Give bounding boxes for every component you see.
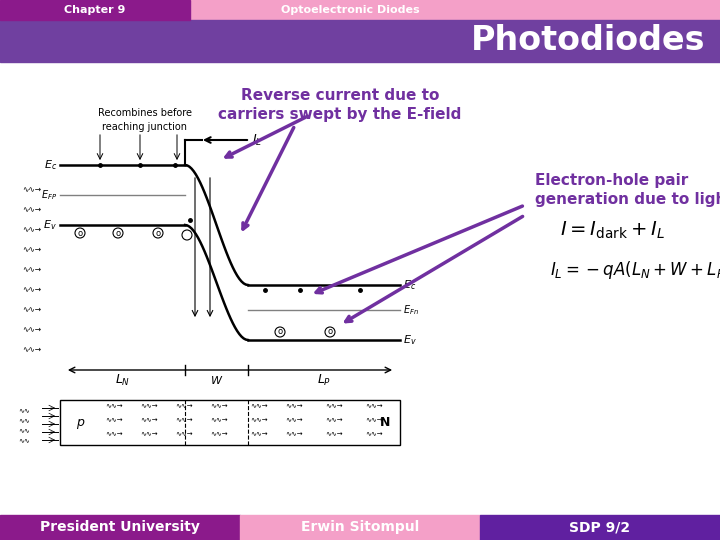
Bar <box>60 400 400 445</box>
Text: ∿∿→: ∿∿→ <box>250 416 268 422</box>
Text: ∿∿→: ∿∿→ <box>140 402 158 408</box>
Text: ∿∿: ∿∿ <box>18 427 30 433</box>
Text: ∿∿→: ∿∿→ <box>22 266 41 274</box>
Bar <box>0 515 240 540</box>
Text: SDP 9/2: SDP 9/2 <box>570 521 631 535</box>
Text: ∿∿→: ∿∿→ <box>22 346 41 354</box>
Bar <box>240 515 480 540</box>
Circle shape <box>325 327 335 337</box>
Text: ∿∿→: ∿∿→ <box>22 206 41 214</box>
Text: N: N <box>380 416 390 429</box>
Text: ∿∿→: ∿∿→ <box>22 306 41 314</box>
Bar <box>0 0 720 20</box>
Text: $I_L$: $I_L$ <box>252 132 262 147</box>
Text: ∿∿: ∿∿ <box>18 417 30 423</box>
Text: $L_N$: $L_N$ <box>115 373 130 388</box>
Text: Recombines before
reaching junction: Recombines before reaching junction <box>98 109 192 132</box>
Text: Chapter 9: Chapter 9 <box>64 5 126 15</box>
Circle shape <box>182 230 192 240</box>
Text: ∿∿→: ∿∿→ <box>140 430 158 436</box>
Text: $E_v$: $E_v$ <box>43 218 57 232</box>
Text: ∿∿→: ∿∿→ <box>210 430 228 436</box>
Text: ∿∿→: ∿∿→ <box>365 402 382 408</box>
Text: Optoelectronic Diodes: Optoelectronic Diodes <box>281 5 419 15</box>
Text: ∿∿→: ∿∿→ <box>105 416 122 422</box>
Text: $I_L = -qA(L_N + W + L_P)G_L$: $I_L = -qA(L_N + W + L_P)G_L$ <box>550 259 720 281</box>
Text: ∿∿→: ∿∿→ <box>105 402 122 408</box>
Text: o: o <box>115 228 120 238</box>
Text: $L_P$: $L_P$ <box>317 373 331 388</box>
Text: $I = I_{\mathrm{dark}} + I_L$: $I = I_{\mathrm{dark}} + I_L$ <box>560 219 665 241</box>
Text: $W$: $W$ <box>210 374 223 386</box>
Text: ∿∿→: ∿∿→ <box>365 416 382 422</box>
Text: Electron-hole pair
generation due to light: Electron-hole pair generation due to lig… <box>535 173 720 207</box>
Text: ∿∿→: ∿∿→ <box>250 402 268 408</box>
Text: ∿∿: ∿∿ <box>18 437 30 443</box>
Text: ∿∿→: ∿∿→ <box>105 430 122 436</box>
Circle shape <box>275 327 285 337</box>
Circle shape <box>75 228 85 238</box>
Text: ∿∿→: ∿∿→ <box>22 226 41 234</box>
Text: ∿∿→: ∿∿→ <box>210 402 228 408</box>
Text: ∿∿→: ∿∿→ <box>210 416 228 422</box>
Circle shape <box>113 228 123 238</box>
Text: President University: President University <box>40 521 200 535</box>
Text: $E_c$: $E_c$ <box>44 158 57 172</box>
Text: o: o <box>328 327 333 336</box>
Text: ∿∿→: ∿∿→ <box>22 286 41 294</box>
Text: ∿∿: ∿∿ <box>18 407 30 413</box>
Text: o: o <box>78 228 83 238</box>
Text: ∿∿→: ∿∿→ <box>325 430 343 436</box>
Bar <box>0 20 720 62</box>
Text: p: p <box>76 416 84 429</box>
Text: ∿∿→: ∿∿→ <box>22 246 41 254</box>
Text: Erwin Sitompul: Erwin Sitompul <box>301 521 419 535</box>
Text: ∿∿→: ∿∿→ <box>175 402 193 408</box>
Text: ∿∿→: ∿∿→ <box>285 416 302 422</box>
Text: o: o <box>156 228 161 238</box>
Text: Reverse current due to
carriers swept by the E-field: Reverse current due to carriers swept by… <box>218 88 462 122</box>
Text: ∿∿→: ∿∿→ <box>140 416 158 422</box>
Text: ∿∿→: ∿∿→ <box>175 416 193 422</box>
Text: ∿∿→: ∿∿→ <box>175 430 193 436</box>
Text: ∿∿→: ∿∿→ <box>22 326 41 334</box>
Bar <box>0 62 720 515</box>
Text: ∿∿→: ∿∿→ <box>325 402 343 408</box>
Bar <box>0 0 190 20</box>
Text: ∿∿→: ∿∿→ <box>285 402 302 408</box>
Bar <box>480 515 720 540</box>
Text: $E_v$: $E_v$ <box>403 333 417 347</box>
Text: ∿∿→: ∿∿→ <box>365 430 382 436</box>
Text: ∿∿→: ∿∿→ <box>285 430 302 436</box>
Text: $E_{Fn}$: $E_{Fn}$ <box>403 303 419 317</box>
Text: ∿∿→: ∿∿→ <box>325 416 343 422</box>
Circle shape <box>153 228 163 238</box>
Text: Photodiodes: Photodiodes <box>470 24 705 57</box>
Text: $E_{FP}$: $E_{FP}$ <box>41 188 57 202</box>
Text: ∿∿→: ∿∿→ <box>250 430 268 436</box>
Text: o: o <box>277 327 282 336</box>
Text: ∿∿→: ∿∿→ <box>22 186 41 194</box>
Text: $E_c$: $E_c$ <box>403 278 416 292</box>
